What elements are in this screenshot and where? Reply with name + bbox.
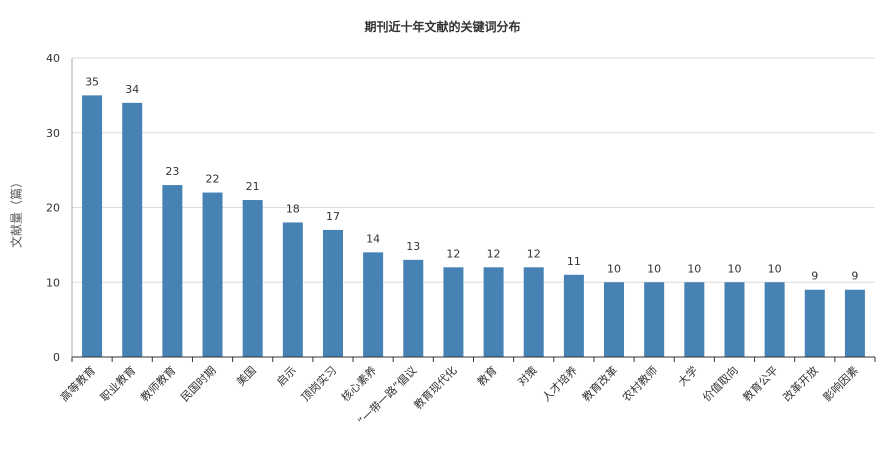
- bar: [804, 289, 825, 357]
- x-tick-label: 大学: [675, 363, 700, 388]
- data-label: 10: [687, 262, 701, 275]
- bar: [483, 267, 504, 357]
- y-tick-label: 10: [46, 276, 60, 289]
- y-tick-label: 30: [46, 127, 60, 140]
- bar: [122, 102, 143, 357]
- x-tick-label: 教师教育: [137, 363, 178, 404]
- bar: [604, 282, 625, 357]
- data-label: 14: [366, 232, 380, 245]
- bar: [162, 185, 183, 357]
- bar: [644, 282, 665, 357]
- data-label: 11: [567, 255, 581, 268]
- x-tick-label: 改革开放: [780, 363, 821, 404]
- x-tick-label: 职业教育: [97, 363, 138, 404]
- bar: [764, 282, 785, 357]
- bar: [322, 229, 343, 357]
- y-tick-label: 20: [46, 202, 60, 215]
- bar: [523, 267, 544, 357]
- data-label: 22: [206, 173, 220, 186]
- data-label: 9: [811, 270, 818, 283]
- x-tick-label: 教育改革: [579, 363, 620, 404]
- x-tick-label: 价值取向: [700, 363, 741, 404]
- x-tick-label: 启示: [274, 364, 299, 389]
- x-tick-label: 教育: [474, 363, 499, 388]
- bar: [282, 222, 303, 357]
- x-tick-label: 农村教师: [619, 363, 660, 404]
- data-label: 9: [851, 270, 858, 283]
- data-label: 23: [165, 165, 179, 178]
- x-tick-label: 影响因素: [821, 364, 861, 404]
- grid-lines: [72, 57, 875, 283]
- data-label: 12: [446, 247, 460, 260]
- x-tick-label: 顶岗实习: [298, 363, 339, 404]
- bar: [242, 200, 263, 357]
- data-label: 34: [125, 83, 139, 96]
- chart-title: 期刊近十年文献的关键词分布: [364, 20, 521, 34]
- x-tick-label: 民国时期: [178, 364, 218, 404]
- data-label: 21: [246, 180, 260, 193]
- bar: [363, 252, 384, 357]
- bar: [202, 192, 223, 357]
- bar: [563, 274, 584, 357]
- data-label: 18: [286, 202, 300, 215]
- x-tick-label: 核心素养: [338, 363, 379, 404]
- bar: [403, 259, 424, 357]
- bar: [724, 282, 745, 357]
- data-label: 13: [406, 240, 420, 253]
- y-tick-label: 40: [46, 52, 60, 65]
- data-label: 10: [727, 262, 741, 275]
- data-label: 10: [768, 262, 782, 275]
- data-label: 10: [607, 262, 621, 275]
- data-label: 12: [487, 247, 501, 260]
- data-label: 17: [326, 210, 340, 223]
- bars: [82, 95, 865, 357]
- bar: [684, 282, 705, 357]
- data-label: 10: [647, 262, 661, 275]
- x-tick-label: 教育公平: [740, 363, 781, 404]
- y-tick-label: 0: [53, 351, 60, 364]
- data-label: 12: [527, 247, 541, 260]
- x-tick-label: 教育现代化: [411, 363, 460, 412]
- bar: [82, 95, 103, 357]
- axes: [71, 58, 876, 362]
- x-tick-label: 高等教育: [57, 363, 98, 404]
- x-tick-label: 人才培养: [539, 363, 580, 404]
- data-label: 35: [85, 75, 99, 88]
- x-tick-label: 对策: [514, 363, 539, 388]
- x-tick-label: 美国: [234, 364, 259, 389]
- bar: [443, 267, 464, 357]
- bar: [844, 289, 865, 357]
